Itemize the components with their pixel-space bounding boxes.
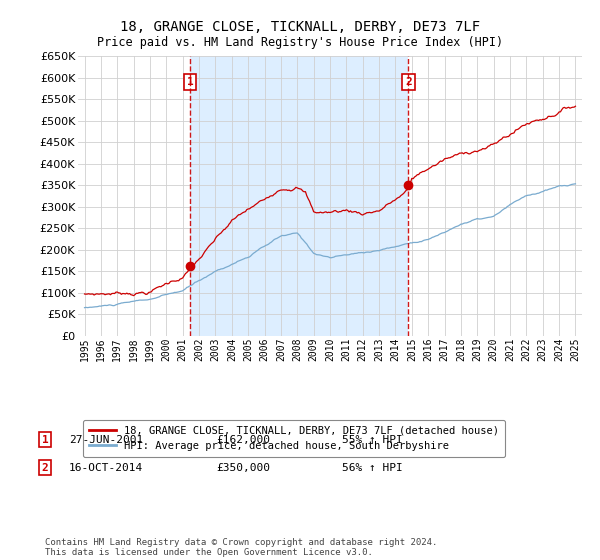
Text: 56% ↑ HPI: 56% ↑ HPI [342, 463, 403, 473]
Text: 1: 1 [187, 77, 194, 87]
Text: Contains HM Land Registry data © Crown copyright and database right 2024.
This d: Contains HM Land Registry data © Crown c… [45, 538, 437, 557]
Text: 2: 2 [405, 77, 412, 87]
Text: Price paid vs. HM Land Registry's House Price Index (HPI): Price paid vs. HM Land Registry's House … [97, 36, 503, 49]
Text: 27-JUN-2001: 27-JUN-2001 [69, 435, 143, 445]
Text: 1: 1 [41, 435, 49, 445]
Text: 2: 2 [41, 463, 49, 473]
Text: £350,000: £350,000 [216, 463, 270, 473]
Text: 16-OCT-2014: 16-OCT-2014 [69, 463, 143, 473]
Bar [190, 56, 409, 336]
Text: 18, GRANGE CLOSE, TICKNALL, DERBY, DE73 7LF: 18, GRANGE CLOSE, TICKNALL, DERBY, DE73 … [120, 20, 480, 34]
Legend: 18, GRANGE CLOSE, TICKNALL, DERBY, DE73 7LF (detached house), HPI: Average price: 18, GRANGE CLOSE, TICKNALL, DERBY, DE73 … [83, 419, 505, 458]
Text: 55% ↑ HPI: 55% ↑ HPI [342, 435, 403, 445]
Text: £162,000: £162,000 [216, 435, 270, 445]
